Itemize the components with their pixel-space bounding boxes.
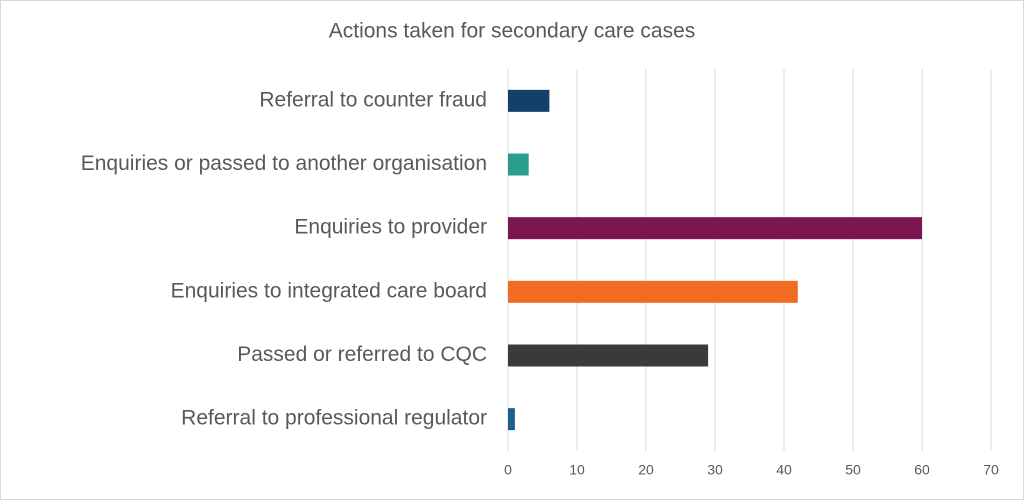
bar bbox=[508, 344, 709, 367]
x-tick-label: 10 bbox=[569, 462, 585, 478]
bar bbox=[508, 89, 550, 112]
x-tick-label: 0 bbox=[504, 462, 512, 478]
x-tick-label: 40 bbox=[776, 462, 792, 478]
y-tick-label: Enquiries to provider bbox=[294, 216, 487, 239]
chart-title: Actions taken for secondary care cases bbox=[329, 20, 696, 43]
bar bbox=[508, 408, 515, 431]
y-tick-label: Passed or referred to CQC bbox=[237, 343, 487, 366]
bar bbox=[508, 217, 922, 240]
bar bbox=[508, 153, 529, 176]
y-tick-label: Referral to counter fraud bbox=[259, 88, 487, 111]
y-tick-label: Enquiries or passed to another organisat… bbox=[81, 152, 487, 175]
x-tick-label: 50 bbox=[845, 462, 861, 478]
x-tick-label: 70 bbox=[983, 462, 999, 478]
x-tick-label: 30 bbox=[707, 462, 723, 478]
bar bbox=[508, 280, 798, 303]
y-tick-label: Referral to professional regulator bbox=[181, 407, 487, 430]
x-tick-label: 60 bbox=[914, 462, 930, 478]
y-tick-label: Enquiries to integrated care board bbox=[171, 279, 487, 302]
x-tick-label: 20 bbox=[638, 462, 654, 478]
